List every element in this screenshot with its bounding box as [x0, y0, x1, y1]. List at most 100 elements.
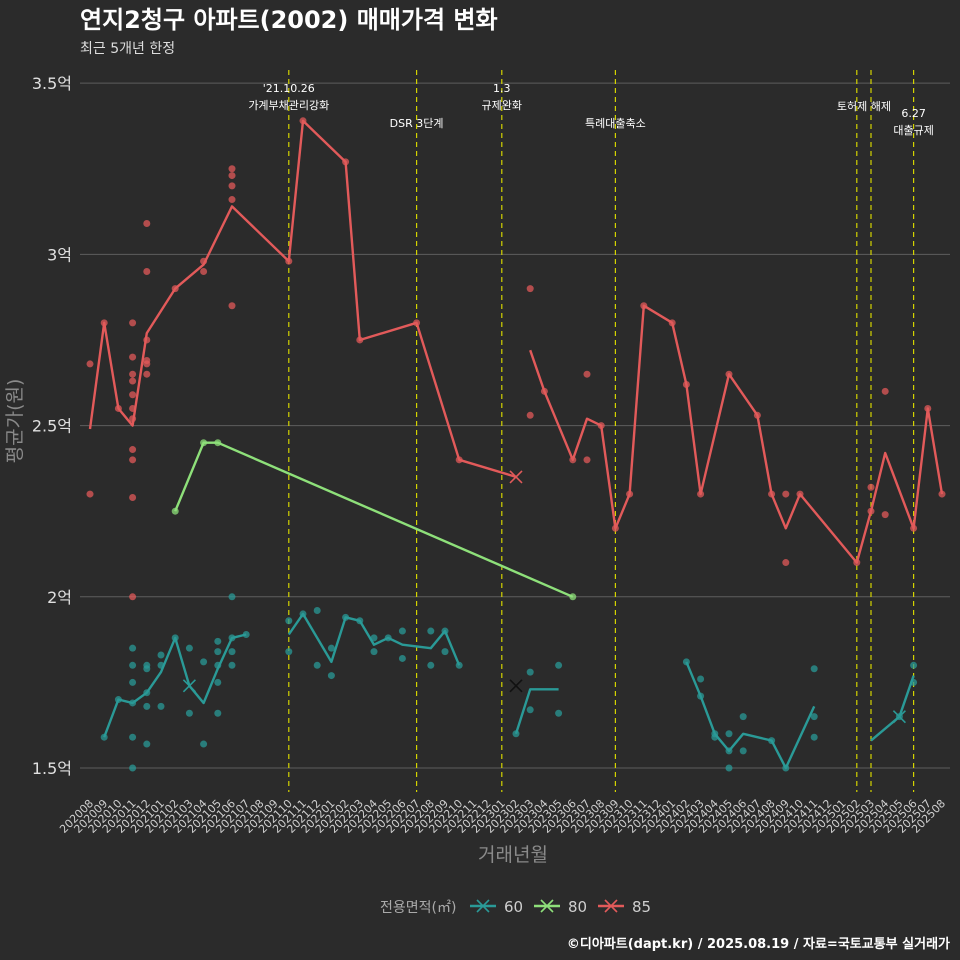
annotation-label: '21.10.26 [263, 82, 315, 95]
data-point [228, 196, 236, 204]
data-point [810, 733, 818, 741]
series-line [174, 441, 574, 598]
legend-label: 80 [568, 898, 587, 916]
data-point [881, 387, 889, 395]
data-point [725, 764, 733, 772]
data-point [739, 747, 747, 755]
data-point [526, 668, 534, 676]
data-point [398, 627, 406, 635]
annotation-label: 1.3 [493, 82, 511, 95]
annotation-label: 6.27 [901, 107, 926, 120]
data-point [910, 661, 918, 669]
data-point [555, 661, 563, 669]
chart-title: 연지2청구 아파트(2002) 매매가격 변화 [80, 6, 498, 34]
data-point [228, 648, 236, 656]
data-point [583, 456, 591, 464]
data-point [143, 740, 151, 748]
data-point [285, 617, 293, 625]
x-marker [509, 470, 523, 484]
series-line [287, 612, 461, 666]
data-point [143, 370, 151, 378]
series-line [870, 675, 915, 742]
data-point [129, 733, 137, 741]
x-marker-stroke [892, 710, 906, 724]
data-point [526, 706, 534, 714]
x-axis-title: 거래년월 [478, 844, 548, 866]
series-line [685, 661, 816, 770]
data-point [739, 713, 747, 721]
data-point [441, 648, 449, 656]
y-tick-label: 1.5억 [32, 759, 72, 778]
legend-item-60: 60 [470, 898, 523, 916]
legend: 전용면적(㎡) 60 80 85 [380, 898, 651, 916]
data-point [129, 644, 137, 652]
legend-item-85: 85 [598, 898, 651, 916]
data-point [185, 644, 193, 652]
data-point [242, 630, 250, 638]
data-point [86, 490, 94, 498]
y-tick-label: 2.5억 [32, 417, 72, 436]
legend-x-marker [604, 899, 618, 913]
data-point [285, 648, 293, 656]
data-point [327, 644, 335, 652]
data-point [228, 182, 236, 190]
legend-item-80: 80 [534, 898, 587, 916]
data-point [214, 648, 222, 656]
x-marker [182, 679, 196, 693]
data-point [867, 483, 875, 491]
data-point [810, 713, 818, 721]
data-point [129, 377, 137, 385]
legend-x-marker [540, 899, 554, 913]
data-point [725, 730, 733, 738]
data-point [526, 285, 534, 293]
data-point [214, 678, 222, 686]
data-point [143, 267, 151, 275]
series-80 [171, 439, 577, 601]
data-point [129, 456, 137, 464]
annotation-label: 특례대출축소 [585, 117, 646, 130]
x-marker [509, 679, 523, 693]
data-point [228, 593, 236, 601]
x-axis-ticks: 2020082020092020102020112020122021012021… [57, 797, 948, 836]
data-point [86, 360, 94, 368]
annotation-label: 토허제 해제 [837, 99, 891, 113]
data-point [782, 490, 790, 498]
data-point [313, 607, 321, 614]
series-line [514, 688, 559, 735]
data-point [200, 740, 208, 748]
data-point [555, 709, 563, 717]
legend-label: 85 [632, 898, 651, 916]
policy-event-lines [288, 70, 915, 792]
series-line [103, 633, 247, 738]
data-point [327, 672, 335, 680]
data-point [157, 651, 165, 659]
data-point [143, 702, 151, 710]
data-point [143, 360, 151, 368]
data-point [370, 648, 378, 656]
data-point [228, 172, 236, 180]
series-line [88, 119, 517, 479]
data-point [398, 654, 406, 662]
grid-lines [80, 82, 950, 769]
data-point [200, 267, 208, 275]
series-60 [100, 593, 918, 772]
y-axis-title: 평균가(원) [4, 379, 26, 464]
data-point [129, 593, 137, 601]
series-line [529, 304, 944, 564]
series-85 [86, 117, 946, 601]
annotation-label: 가계부채관리강화 [248, 99, 329, 112]
series-layer [86, 117, 946, 772]
data-point [697, 675, 705, 683]
legend-label: 60 [504, 898, 523, 916]
x-marker-stroke [509, 679, 523, 693]
data-point [228, 302, 236, 310]
data-point [129, 678, 137, 686]
caption: ©디아파트(dapt.kr) / 2025.08.19 / 자료=국토교통부 실… [567, 936, 950, 952]
data-point [143, 665, 151, 673]
data-point [129, 353, 137, 361]
data-point [129, 391, 137, 399]
x-marker [892, 710, 906, 724]
y-tick-label: 2억 [47, 588, 72, 607]
